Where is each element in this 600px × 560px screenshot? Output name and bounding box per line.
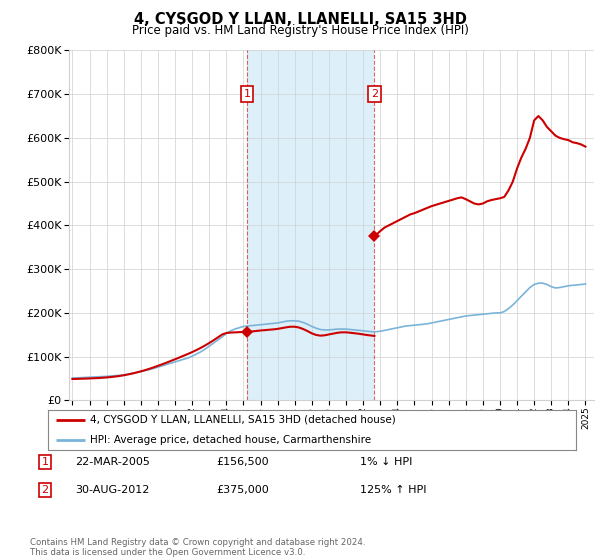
Text: 2: 2 bbox=[41, 485, 49, 495]
Text: 125% ↑ HPI: 125% ↑ HPI bbox=[360, 485, 427, 495]
Text: 1: 1 bbox=[41, 457, 49, 467]
Text: HPI: Average price, detached house, Carmarthenshire: HPI: Average price, detached house, Carm… bbox=[90, 435, 371, 445]
Text: Price paid vs. HM Land Registry's House Price Index (HPI): Price paid vs. HM Land Registry's House … bbox=[131, 24, 469, 37]
Bar bbox=[247, 50, 374, 400]
Text: Contains HM Land Registry data © Crown copyright and database right 2024.
This d: Contains HM Land Registry data © Crown c… bbox=[30, 538, 365, 557]
Text: 4, CYSGOD Y LLAN, LLANELLI, SA15 3HD: 4, CYSGOD Y LLAN, LLANELLI, SA15 3HD bbox=[134, 12, 466, 27]
Text: £156,500: £156,500 bbox=[216, 457, 269, 467]
Text: 30-AUG-2012: 30-AUG-2012 bbox=[75, 485, 149, 495]
Text: 1% ↓ HPI: 1% ↓ HPI bbox=[360, 457, 412, 467]
Text: £375,000: £375,000 bbox=[216, 485, 269, 495]
Text: 1: 1 bbox=[244, 89, 251, 99]
Text: 2: 2 bbox=[371, 89, 378, 99]
Text: 22-MAR-2005: 22-MAR-2005 bbox=[75, 457, 150, 467]
Text: 4, CYSGOD Y LLAN, LLANELLI, SA15 3HD (detached house): 4, CYSGOD Y LLAN, LLANELLI, SA15 3HD (de… bbox=[90, 415, 396, 425]
